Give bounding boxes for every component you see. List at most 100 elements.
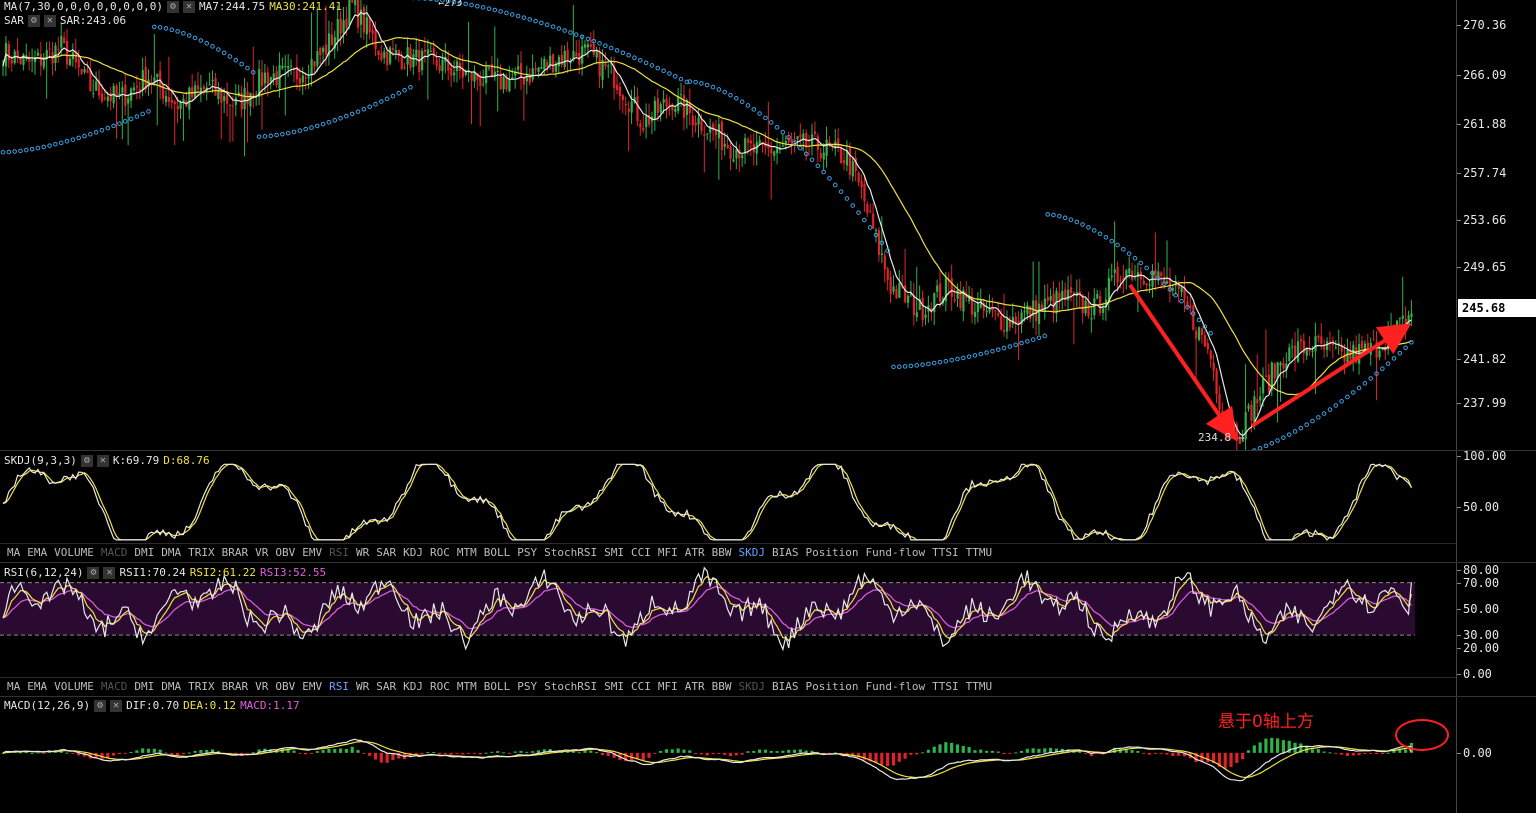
- indicator-tab-bbw[interactable]: BBW: [711, 546, 732, 559]
- indicator-tab-boll[interactable]: BOLL: [483, 680, 511, 693]
- indicator-tab-psy[interactable]: PSY: [517, 546, 538, 559]
- indicator-tab-brar[interactable]: BRAR: [221, 546, 249, 559]
- indicator-tab-ttsi[interactable]: TTSI: [932, 546, 959, 559]
- indicator-tab-macd[interactable]: MACD: [100, 680, 128, 693]
- indicator-tab-rsi[interactable]: RSI: [329, 680, 349, 693]
- close-icon[interactable]: ✕: [43, 15, 56, 27]
- indicator-tab-atr[interactable]: ATR: [684, 680, 705, 693]
- indicator-tab-stochrsi[interactable]: StochRSI: [544, 546, 598, 559]
- indicator-tab-stochrsi[interactable]: StochRSI: [544, 680, 598, 693]
- sar-dot: [687, 79, 693, 84]
- indicator-tab-volume[interactable]: VOLUME: [54, 680, 94, 693]
- indicator-tab-emv[interactable]: EMV: [302, 546, 323, 559]
- indicator-tab-mtm[interactable]: MTM: [456, 680, 477, 693]
- indicator-tab-dma[interactable]: DMA: [161, 546, 182, 559]
- sar-label: SAR: [4, 14, 24, 27]
- indicator-tab-ema[interactable]: EMA: [27, 546, 48, 559]
- indicator-tab-vr[interactable]: VR: [255, 680, 269, 693]
- indicator-tab-wr[interactable]: WR: [356, 680, 370, 693]
- indicator-tab-smi[interactable]: SMI: [604, 680, 624, 693]
- indicator-tab-trix[interactable]: TRIX: [188, 680, 215, 693]
- indicator-tab-dmi[interactable]: DMI: [134, 680, 155, 693]
- indicator-tab-obv[interactable]: OBV: [275, 546, 296, 559]
- candle: [51, 41, 54, 76]
- macd-panel[interactable]: 0.00 MACD(12,26,9) ⚙ ✕ DIF:0.70 DEA:0.12…: [0, 697, 1536, 813]
- settings-icon[interactable]: ⚙: [27, 15, 40, 27]
- candle: [944, 271, 948, 312]
- indicator-tab-mfi[interactable]: MFI: [657, 546, 678, 559]
- indicator-tab-sar[interactable]: SAR: [376, 546, 397, 559]
- indicator-tab-ttmu[interactable]: TTMU: [965, 546, 993, 559]
- rsi-panel[interactable]: 0.00 20.00 30.00 50.00 70.00 80.00 RSI(6,12,2…: [0, 563, 1536, 697]
- indicator-tab-obv[interactable]: OBV: [275, 680, 296, 693]
- macd-hist-bar: [1374, 752, 1379, 755]
- indicator-tab-mtm[interactable]: MTM: [456, 546, 477, 559]
- indicator-tab-smi[interactable]: SMI: [604, 546, 624, 559]
- indicator-tab-vr[interactable]: VR: [255, 546, 269, 559]
- indicator-tab-cci[interactable]: CCI: [630, 680, 651, 693]
- skdj-panel[interactable]: 50.00 100.00 SKDJ(9,3,3) ⚙ ✕ K:69.79 D:68…: [0, 449, 1536, 563]
- main-price-panel[interactable]: 237.99 241.82 249.65 253.66 257.74 261.88 266.…: [0, 0, 1536, 451]
- indicator-tab-mfi[interactable]: MFI: [657, 680, 678, 693]
- candle: [1069, 274, 1073, 302]
- indicator-tab-psy[interactable]: PSY: [517, 680, 538, 693]
- indicator-tab-macd[interactable]: MACD: [100, 546, 128, 559]
- indicator-tab-boll[interactable]: BOLL: [483, 546, 511, 559]
- indicator-tab-wr[interactable]: WR: [356, 546, 370, 559]
- indicator-tab-skdj[interactable]: SKDJ: [738, 680, 765, 693]
- skdj-chart[interactable]: [0, 451, 1456, 562]
- settings-icon[interactable]: ⚙: [94, 700, 107, 712]
- indicator-tab-roc[interactable]: ROC: [430, 680, 450, 693]
- indicator-tab-dmi[interactable]: DMI: [134, 546, 155, 559]
- indicator-tab-skdj[interactable]: SKDJ: [738, 546, 765, 559]
- indicator-tab-bias[interactable]: BIAS: [771, 546, 799, 559]
- indicator-tab-bbw[interactable]: BBW: [711, 680, 732, 693]
- indicator-tab-dma[interactable]: DMA: [161, 680, 182, 693]
- indicator-tab-ma[interactable]: MA: [7, 546, 21, 559]
- candle: [982, 298, 985, 319]
- close-icon[interactable]: ✕: [96, 455, 109, 467]
- candle: [947, 272, 950, 295]
- candle: [624, 96, 627, 116]
- indicator-tab-position[interactable]: Position: [805, 546, 859, 559]
- sar-dot: [396, 90, 402, 96]
- candle: [348, 0, 351, 30]
- indicator-tab-ttsi[interactable]: TTSI: [932, 680, 959, 693]
- sar-dot: [1080, 222, 1085, 227]
- sar-dot: [0, 149, 6, 155]
- indicator-tab-kdj[interactable]: KDJ: [403, 546, 423, 559]
- close-icon[interactable]: ✕: [182, 1, 195, 13]
- macd-hist-bar: [577, 752, 581, 754]
- candlestick-chart[interactable]: [0, 0, 1456, 450]
- indicator-tab-fund-flow[interactable]: Fund-flow: [865, 546, 926, 559]
- settings-icon[interactable]: ⚙: [87, 567, 100, 579]
- indicator-tab-trix[interactable]: TRIX: [188, 546, 215, 559]
- indicator-tab-position[interactable]: Position: [805, 680, 859, 693]
- indicator-tab-kdj[interactable]: KDJ: [403, 680, 423, 693]
- indicator-tab-cci[interactable]: CCI: [630, 546, 651, 559]
- indicator-tab-fund-flow[interactable]: Fund-flow: [865, 680, 926, 693]
- candle: [551, 53, 555, 73]
- indicator-tab-brar[interactable]: BRAR: [221, 680, 249, 693]
- close-icon[interactable]: ✕: [103, 567, 116, 579]
- indicator-tab-roc[interactable]: ROC: [430, 546, 450, 559]
- indicator-tab-ma[interactable]: MA: [7, 680, 21, 693]
- indicator-tab-ttmu[interactable]: TTMU: [965, 680, 993, 693]
- indicator-tab-rsi[interactable]: RSI: [329, 546, 349, 559]
- close-icon[interactable]: ✕: [110, 700, 123, 712]
- macd-hist-bar: [792, 749, 797, 753]
- rsi-chart[interactable]: [0, 563, 1456, 696]
- indicator-tab-sar[interactable]: SAR: [376, 680, 397, 693]
- settings-icon[interactable]: ⚙: [80, 455, 93, 467]
- indicator-tab-bias[interactable]: BIAS: [771, 680, 799, 693]
- candle: [135, 75, 139, 100]
- macd-hist-bar: [752, 750, 756, 753]
- settings-icon[interactable]: ⚙: [166, 1, 179, 13]
- sar-dot: [1167, 287, 1173, 292]
- indicator-tab-atr[interactable]: ATR: [684, 546, 705, 559]
- indicator-tab-ema[interactable]: EMA: [27, 680, 48, 693]
- candle: [1011, 303, 1014, 329]
- macd-chart[interactable]: [0, 697, 1456, 813]
- indicator-tab-emv[interactable]: EMV: [302, 680, 323, 693]
- indicator-tab-volume[interactable]: VOLUME: [54, 546, 94, 559]
